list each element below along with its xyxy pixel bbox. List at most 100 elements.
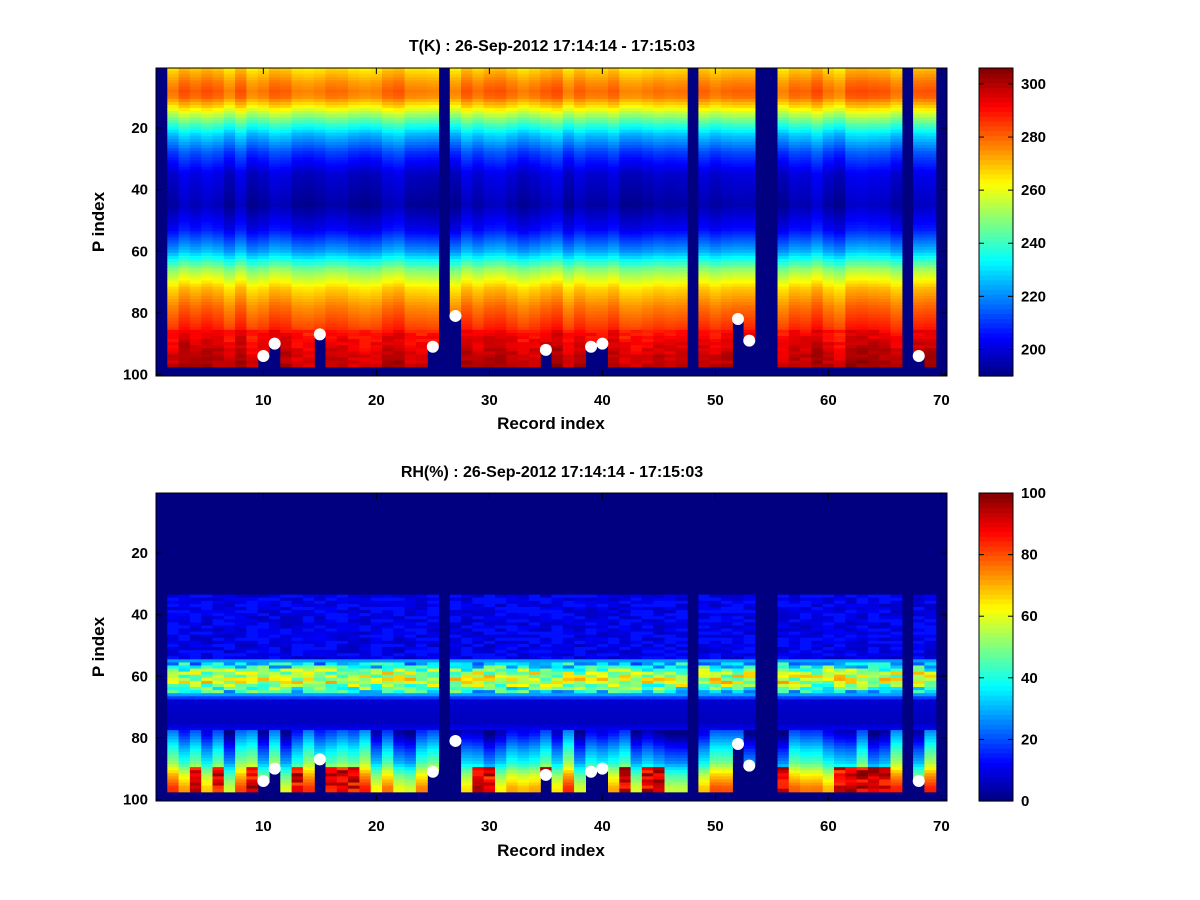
temperature-cell: [235, 148, 247, 152]
temperature-cell: [167, 203, 180, 208]
temperature-cell: [427, 218, 440, 223]
temperature-cell: [336, 95, 349, 100]
temperature-cell: [528, 289, 541, 294]
temperature-cell: [619, 326, 632, 331]
temperature-cell: [393, 237, 406, 242]
temperature-cell: [212, 354, 225, 359]
temperature-cell: [517, 286, 530, 291]
temperature-cell: [709, 101, 722, 106]
temperature-cell: [314, 323, 327, 328]
temperature-cell: [585, 157, 598, 161]
temperature-cell: [404, 181, 417, 186]
temperature-cell: [540, 145, 553, 149]
temperature-cell: [189, 332, 202, 337]
temperature-cell: [721, 314, 733, 319]
temperature-cell: [472, 292, 485, 297]
temperature-cell: [201, 326, 214, 331]
temperature-cell: [777, 348, 790, 352]
temperature-cell: [630, 163, 643, 168]
temperature-cell: [517, 345, 530, 349]
temperature-cell: [653, 360, 666, 365]
temperature-cell: [449, 145, 462, 149]
temperature-cell: [382, 157, 394, 161]
temperature-cell: [596, 215, 609, 220]
temperature-cell: [257, 200, 270, 205]
temperature-cell: [732, 188, 745, 192]
temperature-cell: [664, 317, 677, 322]
temperature-cell: [189, 68, 202, 72]
temperature-cell: [393, 317, 406, 322]
temperature-cell: [664, 129, 677, 134]
temperature-cell: [619, 262, 632, 266]
temperature-cell: [348, 71, 360, 75]
temperature-cell: [641, 314, 654, 319]
temperature-cell: [302, 101, 315, 106]
temperature-cell: [336, 314, 349, 319]
temperature-cell: [393, 212, 406, 217]
temperature-cell: [189, 138, 202, 143]
temperature-cell: [235, 175, 247, 180]
temperature-cell: [721, 249, 733, 254]
temperature-cell: [291, 74, 304, 78]
temperature-cell: [641, 135, 654, 140]
temperature-cell: [404, 360, 417, 365]
temperature-cell: [506, 292, 519, 297]
temperature-cell: [427, 292, 440, 297]
temperature-cell: [291, 234, 304, 238]
temperature-cell: [212, 181, 225, 186]
temperature-cell: [777, 225, 790, 229]
temperature-cell: [336, 302, 349, 306]
temperature-cell: [562, 283, 575, 288]
temperature-cell: [348, 283, 360, 288]
temperature-cell: [415, 249, 428, 254]
temperature-cell: [302, 234, 315, 238]
temperature-cell: [449, 286, 462, 291]
temperature-cell: [325, 98, 338, 103]
temperature-cell: [336, 286, 349, 291]
temperature-cell: [472, 215, 485, 220]
temperature-cell: [653, 348, 666, 352]
temperature-column: [596, 68, 609, 343]
temperature-cell: [495, 215, 507, 220]
temperature-cell: [235, 114, 247, 118]
temperature-cell: [483, 191, 496, 195]
temperature-cell: [483, 354, 496, 359]
temperature-cell: [574, 98, 586, 103]
temperature-cell: [562, 203, 575, 208]
temperature-cell: [336, 215, 349, 220]
temperature-cell: [201, 246, 214, 251]
temperature-cell: [653, 295, 666, 300]
temperature-cell: [348, 289, 360, 294]
temperature-column: [698, 68, 711, 368]
temperature-cell: [495, 120, 507, 125]
temperature-cell: [201, 129, 214, 134]
temperature-cell: [619, 68, 632, 72]
temperature-cell: [675, 209, 688, 214]
temperature-cell: [223, 104, 236, 109]
temperature-cell: [585, 101, 598, 106]
temperature-cell: [246, 348, 259, 352]
temperature-cell: [189, 314, 202, 319]
temperature-cell: [280, 311, 293, 315]
temperature-cell: [551, 71, 564, 75]
temperature-cell: [664, 212, 677, 217]
temperature-cell: [257, 286, 270, 291]
temperature-cell: [178, 191, 191, 195]
temperature-cell: [370, 160, 383, 165]
temperature-cell: [777, 243, 790, 248]
temperature-cell: [788, 114, 801, 118]
temperature-cell: [788, 80, 801, 84]
temperature-cell: [472, 283, 485, 288]
temperature-cell: [630, 363, 643, 368]
temperature-cell: [246, 206, 259, 211]
temperature-cell: [596, 289, 609, 294]
temperature-cell: [415, 157, 428, 161]
temperature-cell: [461, 354, 473, 359]
temperature-cell: [562, 151, 575, 155]
temperature-cell: [596, 126, 609, 131]
temperature-cell: [359, 332, 372, 337]
temperature-cell: [167, 342, 180, 346]
temperature-cell: [528, 141, 541, 146]
temperature-cell: [506, 348, 519, 352]
temperature-cell: [382, 308, 394, 312]
